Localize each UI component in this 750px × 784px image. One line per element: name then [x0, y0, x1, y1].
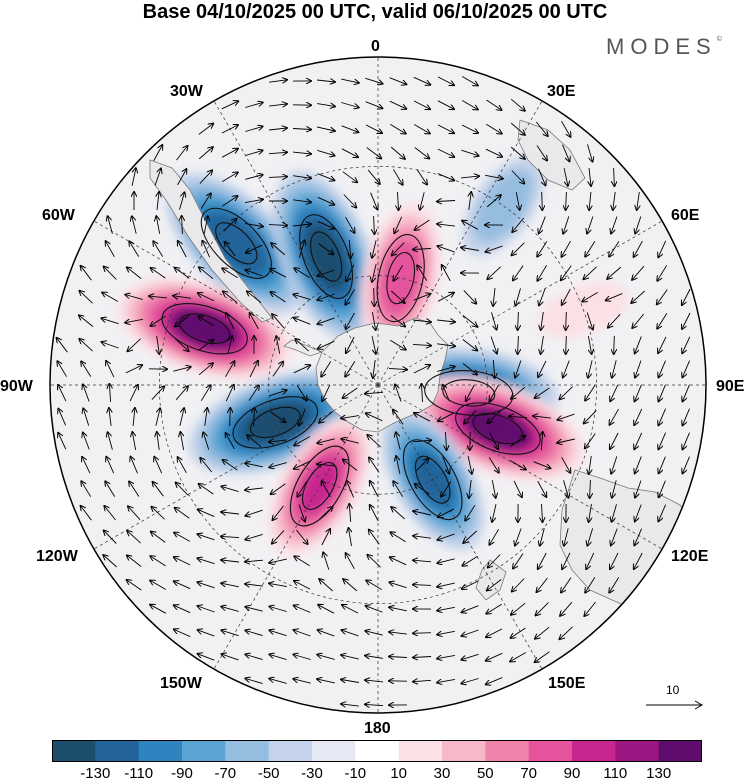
colorbar-tick-label: 90 [564, 766, 581, 782]
wind-arrow [413, 633, 431, 634]
lon-label-120e: 120E [671, 548, 708, 566]
colorbar-segment [182, 740, 226, 762]
colorbar-tick-label: 10 [390, 766, 407, 782]
lon-label-0: 0 [371, 38, 380, 56]
colorbar-segment [485, 740, 529, 762]
colorbar-segment [442, 740, 486, 762]
lon-label-120w: 120W [36, 548, 78, 566]
colorbar-tick-label: -110 [124, 766, 153, 782]
colorbar-segment [572, 740, 616, 762]
colorbar-tick-label: 70 [520, 766, 537, 782]
wind-arrow [230, 408, 231, 426]
colorbar-segment [95, 740, 139, 762]
colorbar-tick-label: -30 [301, 766, 323, 782]
reference-vector-label: 10 [666, 683, 679, 697]
wind-arrow [374, 288, 375, 306]
reference-vector-arrow [644, 698, 706, 712]
colorbar-segment [529, 740, 573, 762]
lon-label-90e: 90E [716, 378, 744, 396]
colorbar-tick-label: 130 [646, 766, 671, 782]
colorbar-tick-label: 30 [434, 766, 451, 782]
lon-label-30e: 30E [547, 83, 575, 101]
lon-label-150w: 150W [160, 675, 202, 693]
lon-label-90w: 90W [0, 378, 33, 396]
colorbar-segment [615, 740, 659, 762]
wind-arrow [614, 336, 615, 354]
lon-label-180: 180 [364, 720, 391, 738]
colorbar [52, 740, 702, 762]
colorbar-tick-label: -50 [258, 766, 280, 782]
lon-label-150e: 150E [548, 675, 585, 693]
colorbar-tick-label: 50 [477, 766, 494, 782]
colorbar-segment [399, 740, 443, 762]
colorbar-segment [659, 740, 702, 762]
colorbar-segment [269, 740, 313, 762]
colorbar-segment [225, 740, 269, 762]
colorbar-segment [52, 740, 96, 762]
colorbar-segment [139, 740, 183, 762]
lon-label-60w: 60W [42, 207, 75, 225]
lon-label-30w: 30W [170, 83, 203, 101]
colorbar-segment [355, 740, 399, 762]
wind-arrow [542, 192, 543, 210]
colorbar-tick-label: -10 [344, 766, 366, 782]
colorbar-tick-label: -70 [214, 766, 236, 782]
wind-arrow [566, 336, 567, 354]
wind-arrow [566, 312, 567, 330]
lon-label-60e: 60E [671, 207, 699, 225]
colorbar-tick-label: 110 [603, 766, 627, 782]
colorbar-tick-label: -130 [80, 766, 110, 782]
colorbar-ticks: -130 -110 -90 -70 -50 -30 -10 10 30 50 70 90 110 130 [0, 766, 750, 784]
colorbar-tick-label: -90 [171, 766, 193, 782]
colorbar-segment [312, 740, 356, 762]
